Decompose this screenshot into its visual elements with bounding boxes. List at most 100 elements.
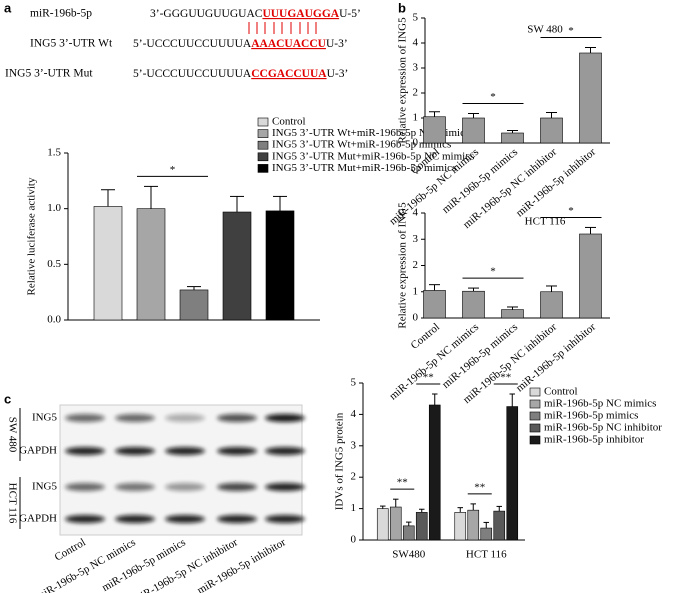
y-tick-label: 3 [413,62,419,74]
cell-line-label: HCT 116 [6,483,18,524]
y-tick-label: 0 [413,137,419,149]
legend-swatch [529,435,541,445]
y-tick-label: 2 [413,87,419,99]
bar [540,291,563,319]
sequence-part: U-3’ [326,38,348,50]
x-tick-label: Control [409,321,442,352]
legend-swatch [257,152,269,162]
y-axis-label: Relative luciferase activity [26,177,38,295]
significance-label: ** [423,372,434,384]
significance-label: * [568,25,574,37]
pairing-lines [248,22,317,34]
blot-band [115,447,155,455]
blot-band [165,414,205,422]
lane-label: miR-196b-5p mimics [100,536,188,593]
blot-band [265,483,305,491]
blot-band [115,515,155,523]
bar [376,508,389,541]
blot-band [217,414,257,422]
bar [467,509,480,541]
blot-band [165,447,205,455]
y-tick-label: 4 [413,207,419,219]
legend-label: ING5 3’-UTR Mut+miR-196b-5p NC mimics [272,150,474,162]
bar [540,117,563,144]
protein-label: GAPDH [19,445,57,457]
blot-band [165,483,205,491]
blot-band [65,414,105,422]
sequence-part: 5’-UCCCUUCCUUUUA [133,38,252,50]
legend-label: Control [544,386,578,398]
bar [179,289,209,321]
legend-label: ING5 3’-UTR Mut+miR-196b-5p mimics [272,162,456,174]
legend-swatch [257,164,269,173]
bar [480,527,493,541]
x-tick-label: SW480 [392,549,426,561]
protein-label: ING5 [32,412,58,424]
blot-band [65,447,105,455]
panel-label: c [4,391,11,406]
legend-label: ING5 3’-UTR Wt+miR-196b-5p mimics [272,139,451,151]
y-tick-label: 1.5 [47,147,61,159]
bar [579,52,602,144]
bar [501,309,524,319]
y-tick-label: 0.5 [47,258,61,270]
sequence-label: miR-196b-5p [30,8,92,20]
y-tick-label: 0.0 [47,314,61,326]
blot-band [115,483,155,491]
bar [93,206,123,321]
blot-band [265,447,305,455]
lane-label: Control [53,536,88,563]
sequence: 3’-GGGUUGUUGUACUUUGAUGGAU-5’ [150,8,361,20]
legend-swatch [529,387,541,397]
legend-label: miR-196b-5p NC inhibitor [544,422,662,434]
cell-line-label: SW 480 [6,417,18,453]
sequence: 5’-UCCCUUCCUUUUAAAACUACCUU-3’ [133,38,348,50]
y-tick-label: 1 [351,502,357,514]
blot-band [65,483,105,491]
x-tick-label: HCT 116 [466,549,507,561]
legend-label: miR-196b-5p mimics [544,410,638,422]
legend-swatch [529,411,541,421]
sequence-match: UUUGAUGGA [262,8,339,20]
legend-swatch [529,399,541,409]
blot-band [217,515,257,523]
sequence-part: U-3’ [327,68,349,80]
blot-band [217,483,257,491]
blot-area [59,404,303,536]
sequence-label: ING5 3’-UTR Wt [30,38,113,50]
legend-label: miR-196b-5p NC mimics [544,398,656,410]
bar [462,117,485,144]
y-tick-label: 4 [351,408,357,420]
significance-label: * [568,205,574,217]
sequence-part: U-5’ [339,8,361,20]
bar [222,211,252,321]
bar [423,116,446,144]
y-tick-label: 1 [413,112,419,124]
y-tick-label: 2 [413,259,419,271]
legend-label: ING5 3’-UTR Wt+miR-196b-5p NC mimics [272,127,469,139]
bar [579,233,602,319]
y-axis-label: Relative expression of ING5 [397,202,409,329]
sequence-match: CCGACCUUA [251,68,327,80]
legend-label: Control [272,116,306,128]
y-tick-label: 1 [413,285,419,297]
y-tick-label: 2 [351,471,357,483]
significance-label: * [490,266,496,278]
legend-swatch [257,129,269,138]
chart-title: SW 480 [527,24,563,36]
bar [462,290,485,319]
y-tick-label: 0 [351,534,357,546]
y-axis-label: IDVs of ING5 protein [334,412,346,510]
y-tick-label: 3 [413,233,419,245]
chart-title: HCT 116 [525,216,566,228]
sequence-part: 5’-UCCCUUCCUUUUA [133,68,252,80]
significance-label: ** [474,481,485,493]
blot-band [217,447,257,455]
legend-swatch [257,117,269,127]
sequence-label: ING5 3’-UTR Mut [5,68,93,80]
bar [501,132,524,144]
protein-label: ING5 [32,481,58,493]
sequence-part: 3’-GGGUUGUUGUAC [150,8,263,20]
significance-label: * [170,164,176,176]
